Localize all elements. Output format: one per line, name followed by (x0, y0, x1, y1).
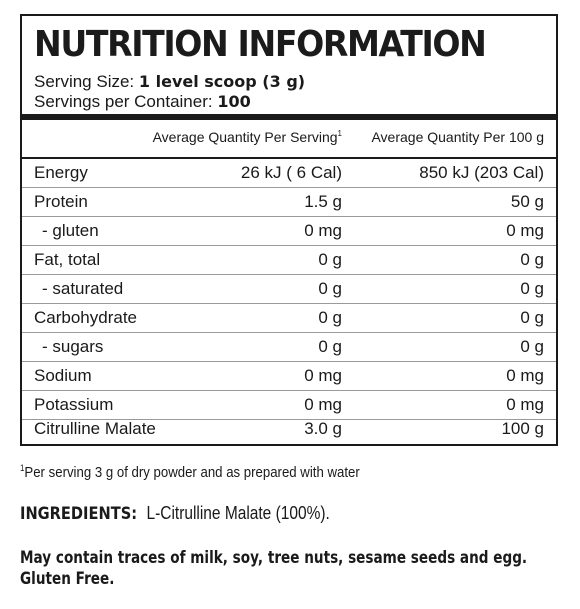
table-row: Citrulline Malate 3.0 g 100 g (22, 415, 556, 443)
per-100g-value: 0 mg (506, 221, 544, 240)
nutrient-name: Fat, total (34, 250, 101, 269)
per-100g-value: 0 g (520, 337, 544, 356)
per-serving-value: 26 kJ ( 6 Cal) (240, 163, 342, 182)
gluten-free-statement: Gluten Free. (20, 569, 115, 589)
per-100g-value: 50 g (510, 192, 544, 211)
nutrient-name: Protein (34, 192, 88, 211)
per-100g-value: 0 mg (506, 366, 544, 385)
nutrient-name: Sodium (34, 366, 92, 385)
footnote: 1Per serving 3 g of dry powder and as pr… (20, 463, 360, 481)
serving-size: Serving Size: 1 level scoop (3 g) (34, 72, 305, 92)
nutrient-name: Energy (34, 163, 88, 182)
table-row: Protein 1.5 g 50 g (22, 188, 556, 217)
table-row: Fat, total 0 g 0 g (22, 246, 556, 275)
nutrient-name: - gluten (42, 221, 99, 240)
per-100g-value: 850 kJ (203 Cal) (419, 163, 544, 182)
per-serving-value: 0 g (318, 250, 342, 269)
ingredients-text: L-Citrulline Malate (100%). (146, 503, 330, 523)
footnote-text: Per serving 3 g of dry powder and as pre… (24, 464, 360, 481)
header-divider (22, 157, 556, 159)
column-header-per-serving: Average Quantity Per Serving1 (153, 129, 342, 145)
per-100g-value: 0 g (520, 308, 544, 327)
column-header-per-serving-text: Average Quantity Per Serving (152, 129, 338, 145)
per-serving-value: 0 g (318, 308, 342, 327)
per-100g-value: 0 mg (506, 395, 544, 414)
nutrient-name: Potassium (34, 395, 114, 414)
servings-per-container: Servings per Container: 100 (34, 92, 251, 112)
panel-title: NUTRITION INFORMATION (34, 24, 487, 65)
per-serving-value: 0 g (318, 279, 342, 298)
serving-size-value: 1 level scoop (3 g) (138, 72, 306, 91)
per-serving-value: 0 mg (304, 221, 342, 240)
nutrient-name: - saturated (42, 279, 124, 298)
table-row: Sodium 0 mg 0 mg (22, 362, 556, 391)
nutrition-panel: NUTRITION INFORMATION Serving Size: 1 le… (20, 14, 558, 446)
nutrient-name: Carbohydrate (34, 308, 138, 327)
column-header-per-100g: Average Quantity Per 100 g (371, 129, 544, 145)
per-serving-value: 0 mg (304, 395, 342, 414)
table-row: - sugars 0 g 0 g (22, 333, 556, 362)
per-100g-value: 100 g (501, 419, 544, 438)
per-serving-value: 1.5 g (304, 192, 342, 211)
footnote-marker: 1 (337, 129, 342, 138)
per-serving-value: 0 g (318, 337, 342, 356)
table-row: Carbohydrate 0 g 0 g (22, 304, 556, 333)
nutrient-name: - sugars (42, 337, 104, 356)
table-row: Potassium 0 mg 0 mg (22, 391, 556, 420)
ingredients-label: INGREDIENTS: (20, 504, 138, 524)
servings-per-container-value: 100 (217, 92, 251, 111)
per-serving-value: 3.0 g (304, 419, 342, 438)
servings-per-container-label: Servings per Container: (34, 92, 213, 111)
per-100g-value: 0 g (520, 250, 544, 269)
table-row: Energy 26 kJ ( 6 Cal) 850 kJ (203 Cal) (22, 159, 556, 188)
serving-size-label: Serving Size: (34, 72, 135, 91)
per-100g-value: 0 g (520, 279, 544, 298)
table-row: - saturated 0 g 0 g (22, 275, 556, 304)
nutrient-name: Citrulline Malate (34, 419, 156, 438)
per-serving-value: 0 mg (304, 366, 342, 385)
allergen-statement: May contain traces of milk, soy, tree nu… (20, 548, 528, 568)
footnote-marker: 1 (20, 463, 25, 473)
thick-divider (22, 114, 556, 120)
ingredients: INGREDIENTS: L-Citrulline Malate (100%). (20, 503, 330, 524)
table-row: - gluten 0 mg 0 mg (22, 217, 556, 246)
